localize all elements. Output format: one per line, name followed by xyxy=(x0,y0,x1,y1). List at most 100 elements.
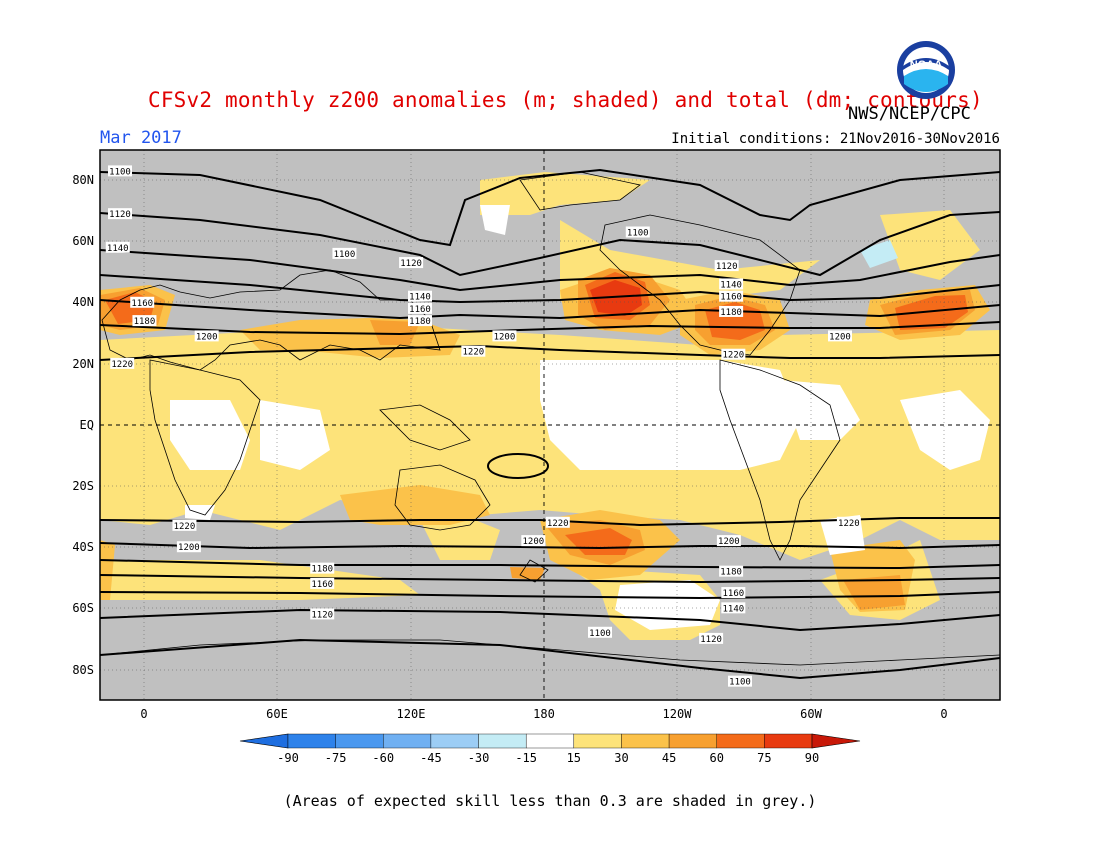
contour-label: 1140 xyxy=(408,290,432,303)
colorbar-tick-label: -30 xyxy=(468,751,490,765)
contour-label: 1160 xyxy=(719,290,744,303)
contour-label: 1160 xyxy=(721,587,746,599)
svg-text:1220: 1220 xyxy=(174,522,196,532)
svg-text:1180: 1180 xyxy=(311,565,333,575)
contour-labels: 1100 1100 1100 1100 1100 1120 1120 1120 1120 1120… xyxy=(105,165,861,688)
lon-label: 120W xyxy=(663,707,693,721)
svg-text:1160: 1160 xyxy=(311,580,333,590)
lat-label: 20S xyxy=(72,479,94,493)
contour-label: 1140 xyxy=(105,241,130,254)
svg-text:1160: 1160 xyxy=(409,305,431,315)
contour-label: 1120 xyxy=(108,208,132,220)
colorbar: -90 -75 -60 -45 -30 -15 15 30 45 60 75 90 xyxy=(239,733,861,765)
svg-text:1120: 1120 xyxy=(109,210,131,220)
contour-label: 1120 xyxy=(310,608,335,620)
svg-text:1200: 1200 xyxy=(196,332,218,342)
page-title: CFSv2 monthly z200 anomalies (m; shaded)… xyxy=(148,88,983,112)
svg-text:1200: 1200 xyxy=(178,543,200,553)
forecast-month: Mar 2017 xyxy=(100,128,182,148)
svg-text:1180: 1180 xyxy=(720,308,742,318)
lat-label: 20N xyxy=(72,357,94,371)
contour-label: 1200 xyxy=(828,330,852,342)
svg-text:1180: 1180 xyxy=(134,317,156,327)
svg-text:1220: 1220 xyxy=(547,519,569,529)
lon-label: 120E xyxy=(397,707,426,721)
contour-label: 1200 xyxy=(194,330,219,342)
lat-label: 40N xyxy=(72,295,94,309)
svg-text:1160: 1160 xyxy=(722,589,744,599)
initial-conditions: Initial conditions: 21Nov2016-30Nov2016 xyxy=(671,131,1000,147)
anomaly-shading xyxy=(100,172,1000,640)
contour-lines xyxy=(100,168,1000,680)
svg-text:1160: 1160 xyxy=(131,299,153,309)
svg-text:1220: 1220 xyxy=(462,348,484,358)
contour-label: 1120 xyxy=(699,632,724,645)
svg-text:1120: 1120 xyxy=(400,259,422,269)
contour-label: 1180 xyxy=(719,565,744,578)
contour-label: 1160 xyxy=(310,577,335,590)
colorbar-swatch xyxy=(383,733,432,749)
contour-label: 1140 xyxy=(719,278,744,290)
colorbar-swatch xyxy=(287,733,336,749)
contour-label: 1220 xyxy=(461,345,486,358)
colorbar-tick-label: -90 xyxy=(277,751,299,765)
contour-label: 1200 xyxy=(176,541,201,553)
map-gridlines xyxy=(100,150,1000,700)
colorbar-tick-label: 45 xyxy=(662,751,676,765)
lon-label: 180 xyxy=(533,707,555,721)
colorbar-tick-label: 30 xyxy=(614,751,628,765)
contour-label: 1140 xyxy=(721,602,746,614)
agency-label: NWS/NCEP/CPC xyxy=(848,104,971,124)
colorbar-tick-label: 75 xyxy=(757,751,771,765)
colorbar-tick-label: -75 xyxy=(325,751,347,765)
contour-label: 1200 xyxy=(716,535,741,547)
lat-label: 60N xyxy=(72,234,94,248)
contour-label: 1220 xyxy=(110,357,135,370)
latitude-labels: 80N 60N 40N 20N EQ 20S 40S 60S 80S xyxy=(72,173,94,677)
colorbar-swatch xyxy=(573,733,622,749)
contour-label: 1200 xyxy=(492,330,517,342)
svg-text:1200: 1200 xyxy=(829,332,851,342)
svg-text:1140: 1140 xyxy=(107,244,129,254)
colorbar-swatch xyxy=(478,733,527,749)
lat-label: 80N xyxy=(72,173,94,187)
colorbar-tick-label: -60 xyxy=(372,751,394,765)
longitude-labels: 0 60E 120E 180 120W 60W 0 xyxy=(140,707,947,721)
noaa-logo-text: NOAA xyxy=(910,59,942,71)
lon-label: 60E xyxy=(266,707,288,721)
contour-label: 1120 xyxy=(399,257,424,269)
svg-text:1220: 1220 xyxy=(838,519,860,529)
colorbar-swatch xyxy=(335,733,384,749)
svg-text:1100: 1100 xyxy=(729,678,751,688)
svg-text:1100: 1100 xyxy=(589,629,611,639)
contour-label: 1100 xyxy=(108,165,132,177)
lon-label: 0 xyxy=(940,707,947,721)
svg-text:1140: 1140 xyxy=(409,293,431,303)
noaa-logo: NOAA xyxy=(897,41,955,99)
colorbar-arrow-high xyxy=(811,733,861,749)
svg-text:1100: 1100 xyxy=(334,250,356,260)
lat-label: 60S xyxy=(72,601,94,615)
colorbar-tick-label: 15 xyxy=(567,751,581,765)
colorbar-swatch xyxy=(430,733,479,749)
map-frame xyxy=(99,149,1001,701)
svg-text:1120: 1120 xyxy=(311,610,333,620)
svg-text:1200: 1200 xyxy=(718,537,740,547)
svg-text:1200: 1200 xyxy=(522,537,544,547)
contour-label: 1160 xyxy=(408,302,432,315)
lat-label: 80S xyxy=(72,663,94,677)
colorbar-swatch xyxy=(621,733,670,749)
svg-text:1180: 1180 xyxy=(409,317,431,327)
lon-label: 0 xyxy=(140,707,147,721)
svg-text:1200: 1200 xyxy=(494,332,516,342)
contour-label: 1120 xyxy=(714,260,739,272)
lon-label: 60W xyxy=(800,707,822,721)
colorbar-swatch xyxy=(716,733,765,749)
contour-label: 1100 xyxy=(332,247,357,260)
lat-label: EQ xyxy=(80,418,94,432)
contour-label: 1180 xyxy=(132,315,157,327)
contour-label: 1100 xyxy=(625,226,650,239)
colorbar-tick-label: -15 xyxy=(515,751,537,765)
contour-label: 1180 xyxy=(719,305,744,318)
contour-label: 1220 xyxy=(172,519,197,532)
